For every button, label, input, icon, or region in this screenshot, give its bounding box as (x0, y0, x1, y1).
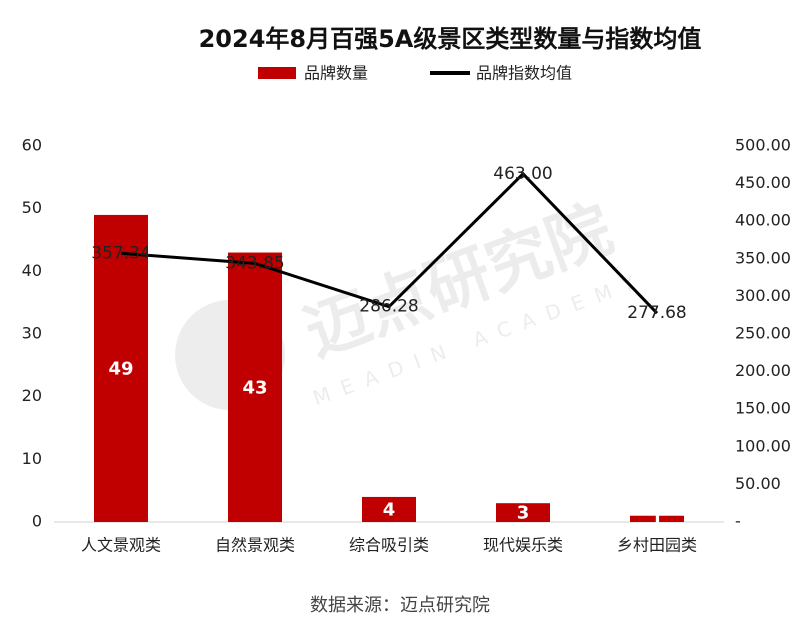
legend-swatch (258, 67, 296, 79)
bar-value-label: 43 (242, 377, 267, 398)
line-value-label: 277.68 (627, 303, 686, 323)
x-tick-label: 综合吸引类 (349, 536, 429, 555)
y-tick-label: 60 (22, 136, 42, 155)
bar (496, 503, 550, 522)
line-value-label: 286.28 (359, 297, 418, 317)
y2-tick-label: 250.00 (735, 324, 791, 343)
y2-tick-label: - (735, 512, 741, 531)
y2-tick-label: 500.00 (735, 136, 791, 155)
bar-value-label: 49 (108, 358, 133, 379)
y2-tick-label: 350.00 (735, 248, 791, 267)
legend-label: 品牌指数均值 (476, 64, 572, 83)
y2-tick-label: 150.00 (735, 399, 791, 418)
bar-value-label: 1 (651, 509, 664, 530)
chart-title: 2024年8月百强5A级景区类型数量与指数均值 (199, 25, 702, 53)
legend-label: 品牌数量 (304, 64, 368, 83)
y2-tick-label: 200.00 (735, 361, 791, 380)
x-tick-label: 自然景观类 (215, 536, 295, 555)
bar (94, 214, 148, 522)
bar (630, 515, 684, 522)
y-tick-label: 40 (22, 261, 42, 280)
line-value-label: 343.85 (225, 253, 284, 273)
x-tick-label: 现代娱乐类 (483, 536, 563, 555)
line (120, 171, 659, 315)
y-tick-label: 20 (22, 386, 42, 405)
y2-tick-label: 450.00 (735, 173, 791, 192)
source: 数据来源：迈点研究院 (310, 595, 490, 616)
y-tick-label: 50 (22, 198, 42, 217)
y2-tick-label: 400.00 (735, 211, 791, 230)
line-value-label: 463.00 (493, 164, 552, 184)
x-tick-label: 人文景观类 (81, 536, 161, 555)
line-value-label: 357.34 (91, 243, 150, 263)
y2-tick-label: 100.00 (735, 436, 791, 455)
y-tick-label: 10 (22, 449, 42, 468)
bar-value-label: 3 (517, 503, 530, 524)
x-tick-label: 乡村田园类 (617, 536, 697, 555)
y-tick-label: 30 (22, 324, 42, 343)
y2-tick-label: 300.00 (735, 286, 791, 305)
y2-tick-label: 50.00 (735, 474, 781, 493)
bar (228, 252, 282, 523)
bar-value-label: 4 (383, 499, 396, 520)
bar (362, 496, 416, 522)
y-tick-label: 0 (32, 512, 42, 531)
